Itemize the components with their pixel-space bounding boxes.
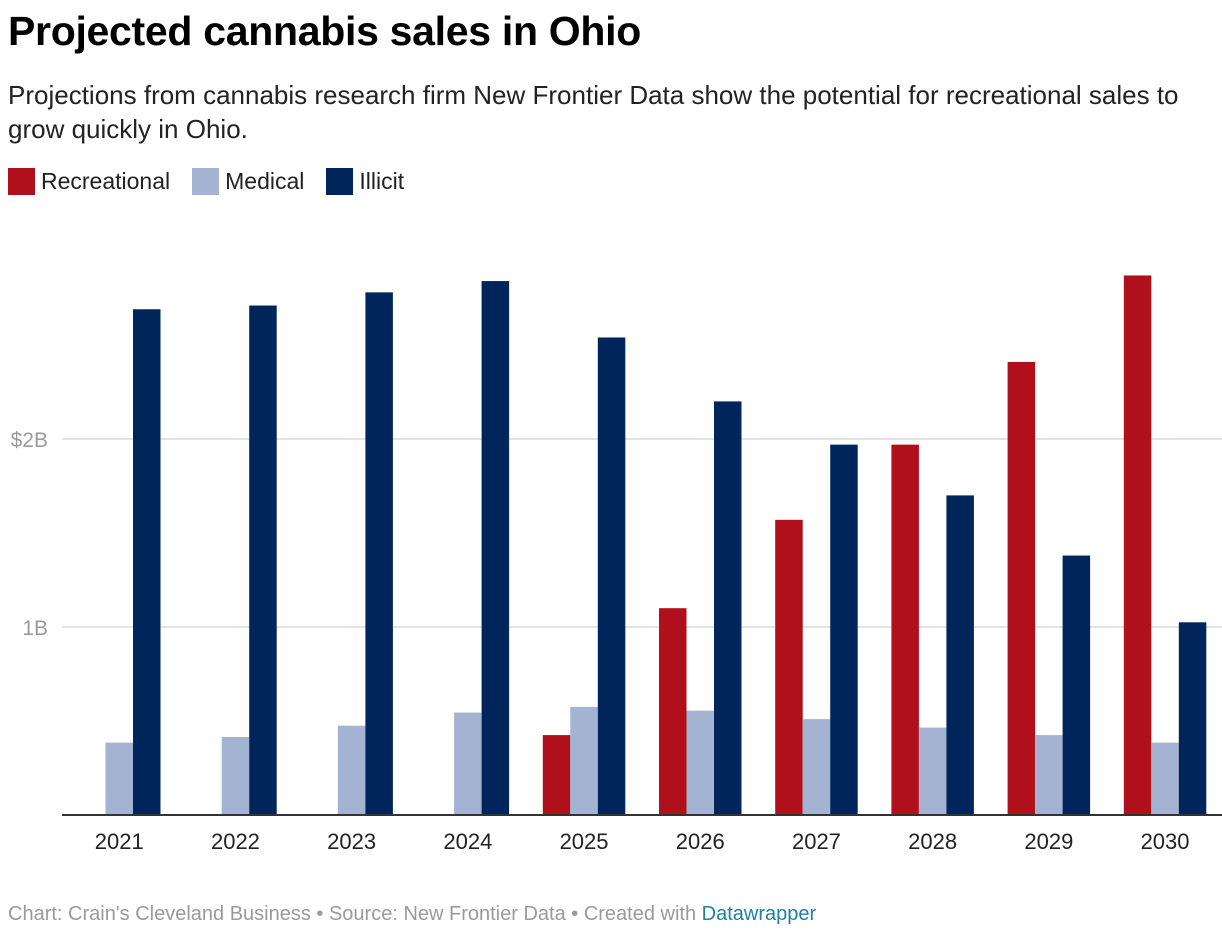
bar-recreational-2028 [891, 444, 919, 815]
x-tick-label-2021: 2021 [95, 829, 144, 854]
bar-illicit-2022 [249, 305, 277, 815]
y-tick-label-1: $2B [11, 429, 48, 452]
bar-recreational-2026 [659, 608, 687, 815]
bar-recreational-2030 [1123, 275, 1152, 815]
legend-item-illicit: Illicit [326, 168, 404, 195]
bar-chart: 1B $2B 2021 2022 2023 2024 2025 2026 2027 2028 202… [11, 275, 1222, 854]
bar-illicit-2030 [1178, 622, 1207, 815]
legend-label-illicit: Illicit [359, 168, 405, 194]
legend-label-medical: Medical [225, 168, 305, 194]
bar-illicit-2025 [597, 337, 626, 815]
bar-illicit-2028 [946, 495, 974, 815]
x-tick-label-2022: 2022 [211, 829, 260, 854]
bar-medical-2023 [337, 725, 366, 815]
x-tick-label-2030: 2030 [1141, 829, 1190, 854]
bar-illicit-2024 [481, 281, 510, 815]
bar-illicit-2029 [1062, 555, 1091, 815]
legend-swatch-recreational [8, 168, 35, 195]
x-tick-label-2026: 2026 [676, 829, 725, 854]
bar-medical-2027 [802, 719, 831, 815]
bar-illicit-2026 [714, 401, 742, 815]
legend-item-recreational: Recreational [8, 168, 170, 195]
datawrapper-link[interactable]: Datawrapper [701, 903, 817, 925]
x-tick-label-2028: 2028 [908, 829, 957, 854]
bar-illicit-2023 [365, 292, 393, 815]
x-tick-label-2029: 2029 [1024, 829, 1073, 854]
bar-medical-2024 [454, 712, 482, 815]
bar-medical-2021 [105, 742, 133, 815]
x-tick-label-2025: 2025 [560, 829, 609, 854]
x-tick-label-2027: 2027 [792, 829, 841, 854]
legend-label-recreational: Recreational [41, 168, 171, 194]
chart-subtitle: Projections from cannabis research firm … [8, 80, 1179, 144]
bar-medical-2030 [1151, 742, 1179, 815]
legend-swatch-medical [192, 168, 220, 195]
bar-medical-2022 [221, 736, 250, 815]
bar-medical-2029 [1035, 735, 1063, 815]
y-tick-label-0: 1B [22, 617, 48, 640]
bar-medical-2025 [570, 706, 598, 815]
bar-medical-2028 [918, 727, 947, 815]
bar-medical-2026 [686, 710, 714, 815]
bar-recreational-2027 [775, 519, 803, 815]
x-tick-label-2023: 2023 [327, 829, 376, 854]
chart-legend: Recreational Medical Illicit [8, 168, 426, 195]
legend-item-medical: Medical [192, 168, 304, 195]
legend-swatch-illicit [326, 168, 354, 195]
chart-title: Projected cannabis sales in Ohio [8, 8, 641, 54]
bar-recreational-2025 [542, 735, 571, 815]
chart-footer: Chart: Crain's Cleveland Business • Sour… [8, 903, 816, 926]
bar-recreational-2029 [1007, 361, 1036, 815]
bar-illicit-2021 [133, 309, 161, 815]
bar-illicit-2027 [830, 444, 858, 815]
footer-credit: Chart: Crain's Cleveland Business • Sour… [8, 903, 702, 925]
x-tick-label-2024: 2024 [443, 829, 492, 854]
